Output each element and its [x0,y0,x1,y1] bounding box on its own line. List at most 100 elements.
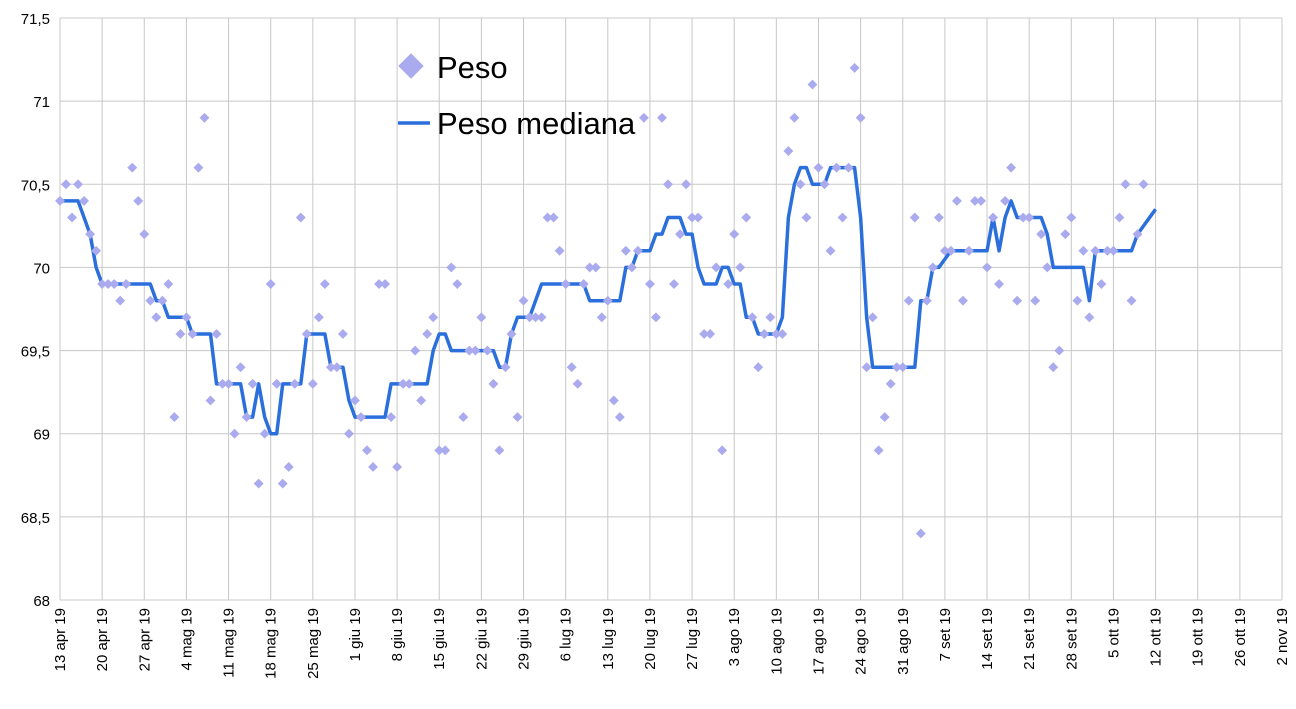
x-tick-label: 1 giu 19 [347,608,364,661]
peso-point [265,279,276,290]
y-tick-label: 68 [33,593,50,610]
peso-point [795,179,806,190]
x-tick-label: 19 ott 19 [1190,608,1207,666]
peso-point [861,362,872,373]
peso-point [73,179,84,190]
x-tick-label: 7 set 19 [937,608,954,661]
peso-point [608,395,619,406]
peso-point [638,112,649,123]
peso-point [620,245,631,256]
peso-point [193,162,204,173]
peso-point [500,362,511,373]
peso-point [506,328,517,339]
peso-point [199,112,210,123]
peso-point [657,112,667,123]
peso-point [109,279,120,290]
legend-peso-label: Peso [437,50,508,85]
x-tick-label: 6 lug 19 [558,608,575,661]
peso-point [181,312,192,323]
peso-point [837,212,848,223]
peso-point [289,378,300,389]
peso-point [867,312,878,323]
x-tick-label: 13 lug 19 [600,608,617,670]
peso-point [1090,245,1101,256]
peso-point [362,445,372,456]
peso-point [759,328,770,339]
x-tick-label: 4 mag 19 [178,608,195,671]
y-tick-label: 70 [33,260,50,277]
peso-point [223,378,234,389]
peso-point [446,262,457,273]
peso-point [1066,212,1077,223]
peso-point [1072,295,1083,306]
peso-point [488,378,499,389]
peso-point [1120,179,1131,190]
peso-point [247,378,258,389]
x-tick-label: 12 ott 19 [1148,608,1165,666]
peso-point [723,279,734,290]
peso-point [476,312,487,323]
y-tick-label: 69,5 [21,344,50,361]
x-tick-label: 27 apr 19 [136,608,153,671]
peso-point [422,328,433,339]
grid [59,17,1283,601]
peso-point [807,79,818,90]
peso-point [103,279,114,290]
peso-point [331,362,342,373]
peso-point [855,112,866,123]
peso-point [470,345,481,356]
peso-point [669,279,679,290]
peso-point [650,312,661,323]
peso-point [933,212,944,223]
x-tick-label: 10 ago 19 [768,608,785,675]
peso-point [735,262,746,273]
peso-point [85,229,96,240]
x-axis-ticks: 13 apr 19 20 apr 19 27 apr 19 4 mag 19 11 ma… [52,608,1291,679]
peso-point [482,345,493,356]
x-tick-label: 20 apr 19 [94,608,111,671]
peso-point [512,412,523,423]
x-tick-label: 20 lug 19 [642,608,659,670]
peso-point [548,212,559,223]
peso-point [139,229,150,240]
peso-point [873,445,884,456]
peso-point [175,328,186,339]
peso-point [705,328,716,339]
peso-point [602,295,613,306]
peso-point [783,146,794,156]
peso-point [91,245,102,256]
peso-point [145,295,156,306]
x-tick-label: 14 set 19 [979,608,996,670]
y-tick-label: 68,5 [21,510,50,527]
legend: Peso Peso mediana [398,50,636,141]
x-tick-label: 21 set 19 [1021,608,1038,670]
peso-point [741,212,752,223]
peso-point [319,279,330,290]
peso-point [55,195,65,206]
peso-point [518,295,529,306]
peso-point [368,462,378,472]
peso-point [572,378,583,389]
peso-point [241,412,252,423]
peso-point [644,279,655,290]
peso-point [711,262,722,273]
peso-point [283,462,294,472]
peso-point [789,112,800,123]
peso-point [211,328,222,339]
peso-point [133,195,144,206]
peso-point [343,428,354,439]
peso-point [307,378,318,389]
peso-point [169,412,180,423]
x-tick-label: 8 giu 19 [389,608,406,661]
peso-point [416,395,427,406]
peso-point [386,412,397,423]
x-tick-label: 31 ago 19 [895,608,912,675]
peso-point [951,195,962,206]
peso-point [277,478,288,489]
peso-point [927,262,938,273]
peso-point [560,279,571,290]
peso-point [356,412,366,423]
peso-point [67,212,77,223]
peso-point [699,328,710,339]
peso-point [831,162,842,173]
